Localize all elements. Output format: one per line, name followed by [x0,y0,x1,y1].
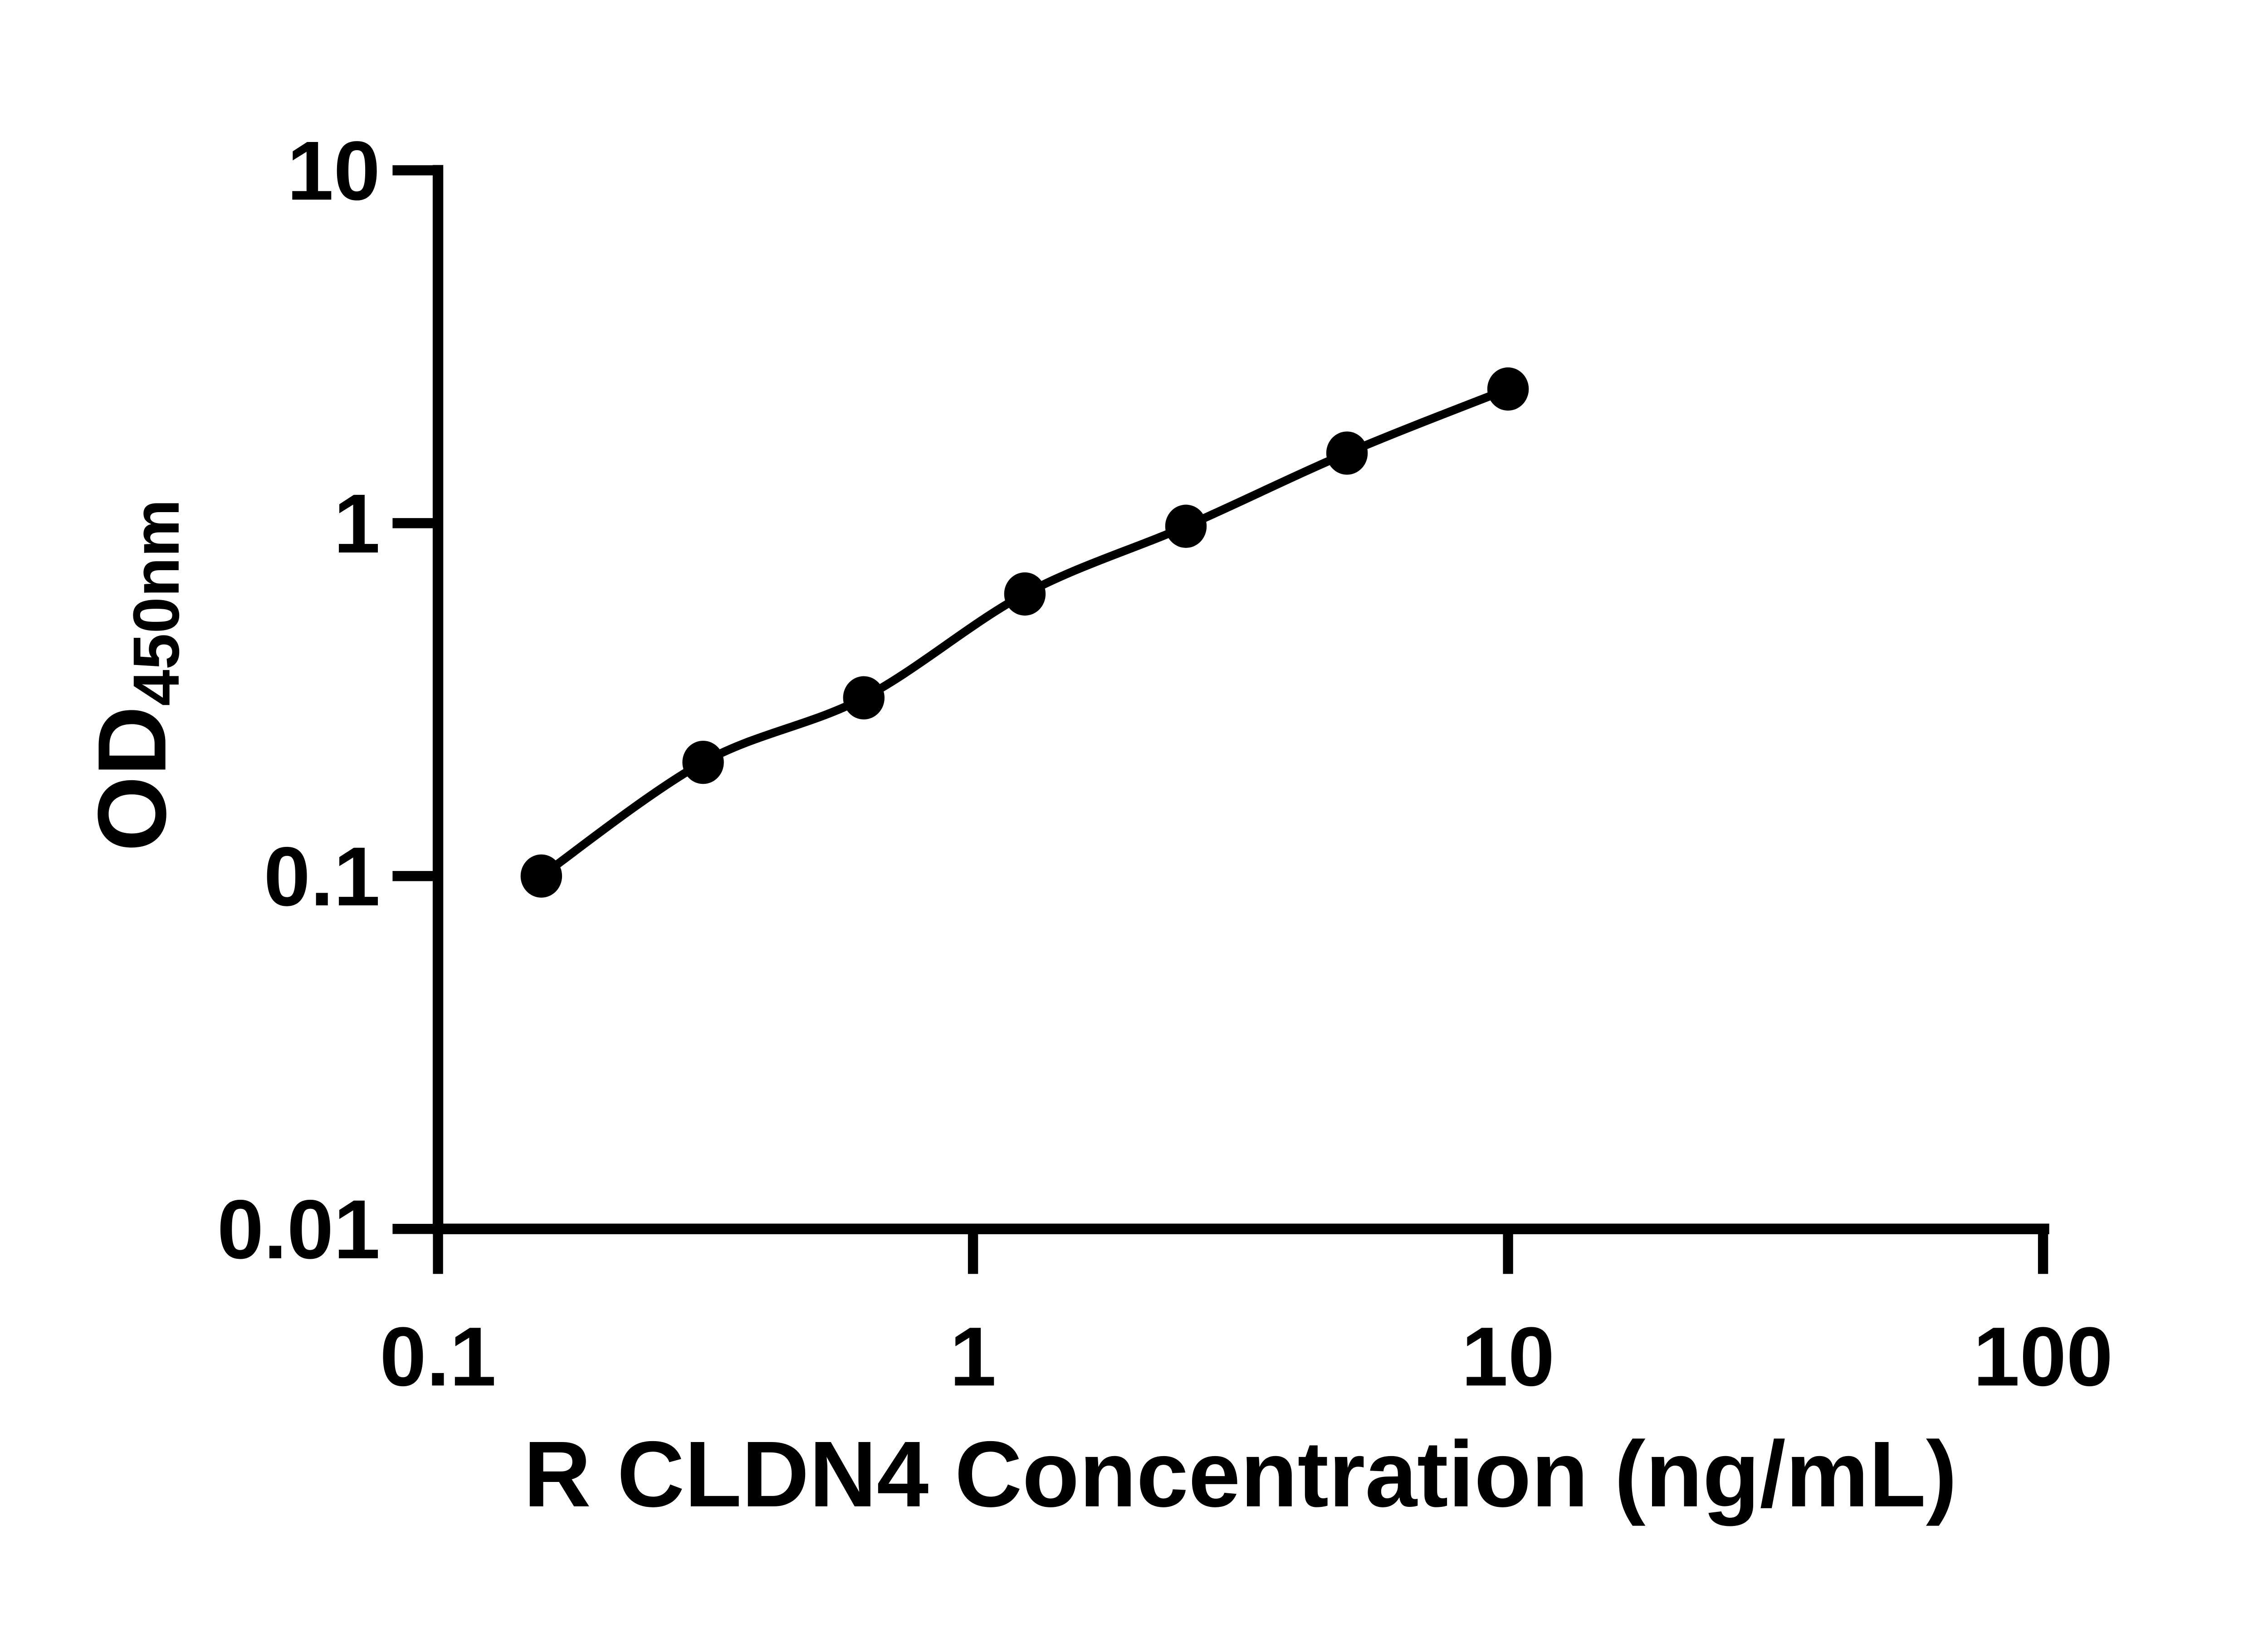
data-point [1004,572,1046,616]
x-axis: 0.1 1 10 100 [380,1223,2113,1403]
x-tick-label: 0.1 [380,1310,496,1403]
x-tick-label: 10 [1461,1310,1555,1403]
data-point [520,854,562,898]
data-point [1487,367,1529,411]
y-axis-title-subscript: 450nm [120,499,193,706]
data-point [843,676,885,719]
y-tick-label: 10 [287,124,381,218]
y-tick-label: 0.01 [217,1183,381,1276]
x-tick-label: 100 [1973,1310,2113,1403]
data-point [1326,431,1368,475]
y-tick-label: 0.1 [264,830,380,924]
data-point [682,740,724,784]
x-tick-label: 1 [950,1310,997,1403]
data-series [520,367,1529,898]
y-axis-title-main: OD [78,706,186,851]
y-axis: 10 1 0.1 0.01 [217,124,444,1276]
x-axis-title: R CLDN4 Concentration (ng/mL) [523,1422,1957,1526]
data-point [1165,504,1207,548]
y-tick-label: 1 [333,477,380,571]
y-axis-title: OD450nm [78,499,193,851]
